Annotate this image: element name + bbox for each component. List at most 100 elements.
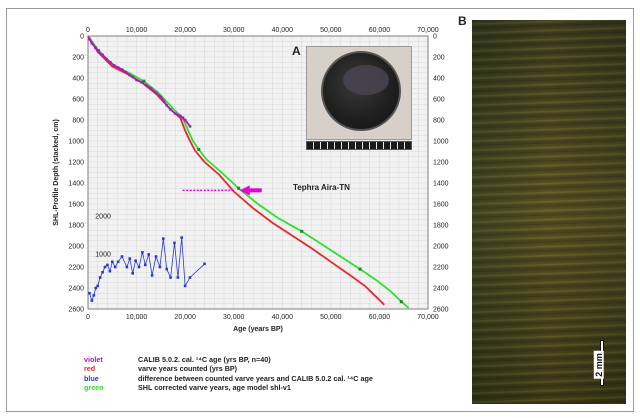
data-point-violet: [165, 104, 168, 107]
data-point-blue: [154, 255, 158, 258]
data-point-blue: [96, 284, 100, 288]
x-tick-label-top: 20,000: [174, 27, 196, 34]
legend: violet CALIB 5.0.2. cal. ¹⁴C age (yrs BP…: [84, 355, 373, 393]
y-tick-label-right: 1800: [433, 223, 449, 230]
y-tick-label-right: 0: [433, 34, 437, 41]
data-point-blue: [128, 257, 132, 260]
data-point-blue: [203, 262, 206, 266]
x-tick-label-bottom: 70,000: [417, 314, 439, 321]
data-point-blue: [113, 265, 117, 269]
data-point-violet: [127, 73, 131, 77]
legend-text-violet: CALIB 5.0.2. cal. ¹⁴C age (yrs BP, n=40): [138, 355, 271, 364]
data-point-blue: [125, 265, 129, 269]
x-axis-title: Age (years BP): [233, 326, 283, 333]
y-tick-label-right: 1000: [433, 139, 449, 146]
legend-text-blue: difference between counted varve years a…: [138, 373, 373, 383]
y-tick-label-left: 200: [72, 55, 84, 62]
data-point-blue: [158, 265, 162, 269]
data-point-violet: [88, 37, 91, 41]
data-point-blue: [94, 286, 98, 290]
core-photo-scale-ruler: [306, 141, 412, 150]
legend-key-violet: violet: [84, 355, 103, 364]
data-point-blue: [144, 263, 147, 267]
data-point-violet: [93, 46, 97, 49]
data-point-violet: [144, 84, 148, 87]
data-point-violet: [109, 60, 112, 64]
y-tick-label-left: 1600: [68, 202, 84, 209]
data-point-violet: [188, 125, 192, 128]
data-point-violet: [124, 70, 128, 74]
legend-key-blue: blue: [84, 373, 99, 383]
data-point-violet: [97, 50, 100, 54]
core-surface: [343, 65, 389, 95]
legend-row-blue: blue difference between counted varve ye…: [84, 374, 373, 383]
data-point-blue: [101, 270, 104, 274]
data-point-violet: [159, 95, 163, 99]
data-point-green: [197, 147, 201, 151]
y-tick-label-left: 400: [72, 76, 84, 83]
difference-scale-label: 1000: [95, 252, 111, 259]
x-tick-label-bottom: 40,000: [272, 314, 294, 321]
legend-text-red: varve years counted (yrs BP): [138, 364, 238, 374]
data-point-violet: [101, 53, 104, 57]
data-point-violet: [112, 64, 116, 67]
data-point-violet: [140, 80, 143, 84]
data-point-violet: [149, 87, 153, 90]
data-point-violet: [174, 112, 177, 115]
x-tick-label-top: 0: [86, 27, 90, 34]
data-point-blue: [88, 291, 91, 295]
data-point-blue: [173, 241, 176, 245]
data-point-violet: [131, 75, 134, 79]
legend-row-violet: violet CALIB 5.0.2. cal. ¹⁴C age (yrs BP…: [84, 355, 373, 364]
plot-border: [87, 35, 429, 310]
data-point-blue: [116, 260, 120, 264]
data-point-blue: [161, 237, 165, 240]
data-point-blue: [98, 276, 102, 279]
data-point-blue: [134, 259, 137, 262]
x-tick-label-bottom: 10,000: [126, 314, 148, 321]
data-point-violet: [116, 66, 120, 69]
data-point-blue: [103, 265, 107, 269]
data-point-green: [237, 186, 241, 190]
legend-key-red: red: [84, 364, 96, 374]
data-point-blue: [169, 276, 172, 279]
data-point-blue: [131, 272, 134, 275]
data-point-blue: [180, 236, 184, 239]
data-point-green: [300, 229, 304, 233]
data-point-blue: [137, 265, 141, 269]
x-tick-label-top: 60,000: [369, 27, 391, 34]
y-tick-label-left: 2000: [68, 244, 84, 251]
difference-scale-label: 2000: [95, 214, 111, 221]
scale-bar-label: 2 mm: [593, 351, 604, 379]
data-point-blue: [150, 274, 154, 277]
data-point-violet: [120, 68, 124, 71]
data-point-violet: [162, 99, 166, 103]
core-disc-image: [321, 51, 401, 131]
x-tick-label-top: 50,000: [320, 27, 342, 34]
data-point-green: [358, 267, 362, 271]
y-tick-label-left: 1400: [68, 181, 84, 188]
data-point-violet: [154, 91, 158, 94]
y-tick-label-left: 2400: [68, 286, 84, 293]
panel-label-a: A: [292, 44, 301, 58]
y-tick-label-right: 1200: [433, 160, 449, 167]
panel-label-b: B: [458, 14, 467, 28]
x-tick-label-top: 30,000: [223, 27, 245, 34]
data-point-blue: [183, 284, 187, 288]
data-point-green: [142, 79, 146, 83]
data-point-blue: [120, 255, 124, 258]
y-tick-label-left: 2600: [68, 307, 84, 314]
data-point-blue: [92, 294, 96, 297]
x-tick-label-bottom: 50,000: [320, 314, 342, 321]
data-point-violet: [178, 114, 182, 118]
legend-row-red: red varve years counted (yrs BP): [84, 364, 373, 373]
data-point-violet: [90, 42, 94, 45]
data-point-violet: [135, 78, 138, 82]
y-tick-label-left: 800: [72, 118, 84, 125]
y-tick-label-right: 2600: [433, 307, 449, 314]
x-tick-label-top: 40,000: [272, 27, 294, 34]
series-line-green: [87, 35, 410, 309]
tephra-label: Tephra Aira-TN: [293, 183, 350, 192]
y-tick-label-left: 1200: [68, 160, 84, 167]
data-point-blue: [165, 267, 168, 271]
